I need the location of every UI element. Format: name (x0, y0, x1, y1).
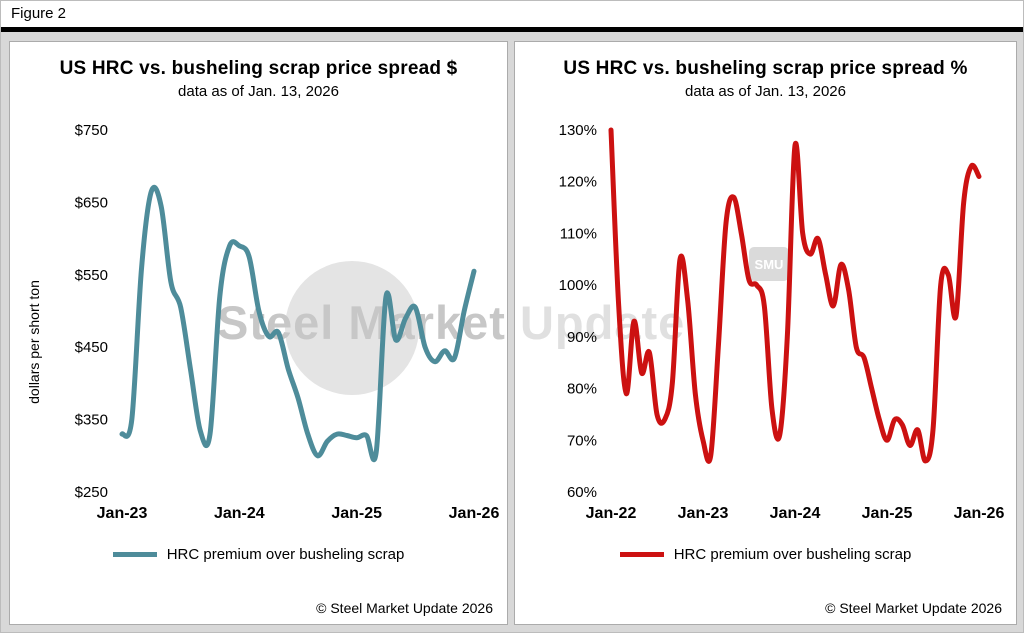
svg-text:$650: $650 (74, 194, 107, 211)
svg-text:70%: 70% (566, 432, 596, 449)
dollar-chart-copyright: © Steel Market Update 2026 (316, 600, 493, 616)
percent-chart-copyright: © Steel Market Update 2026 (825, 600, 1002, 616)
dollar-chart-canvas: $750 $650 $550 $450 $350 $250 Jan-23 Jan-24 Jan-… (74, 122, 499, 522)
svg-text:90%: 90% (566, 329, 596, 346)
legend-label: HRC premium over busheling scrap (673, 546, 912, 563)
svg-text:$750: $750 (74, 122, 107, 139)
svg-text:Jan-26: Jan-26 (448, 505, 499, 522)
percent-spread-panel: US HRC vs. busheling scrap price spread … (514, 41, 1017, 625)
svg-text:Jan-22: Jan-22 (585, 505, 636, 522)
svg-text:$550: $550 (74, 267, 107, 284)
svg-text:120%: 120% (558, 174, 596, 191)
percent-chart-canvas: 130% 120% 110% 100% 90% 80% 70% 60% Jan-22 Jan-23… (558, 122, 1004, 522)
percent-chart-legend: HRC premium over busheling scrap (515, 546, 1016, 563)
figure-header-bar: Figure 2 (1, 1, 1023, 27)
svg-text:Jan-26: Jan-26 (953, 505, 1004, 522)
svg-text:130%: 130% (558, 122, 596, 139)
figure-label: Figure 2 (11, 5, 67, 22)
legend-line-swatch (619, 552, 664, 557)
legend-line-swatch (112, 552, 157, 557)
svg-text:Jan-25: Jan-25 (861, 505, 912, 522)
dollar-chart-title: US HRC vs. busheling scrap price spread … (59, 58, 458, 79)
percent-chart-title: US HRC vs. busheling scrap price spread … (563, 58, 968, 79)
svg-text:$250: $250 (74, 484, 107, 501)
svg-text:Jan-23: Jan-23 (677, 505, 728, 522)
svg-text:80%: 80% (566, 381, 596, 398)
svg-text:$350: $350 (74, 412, 107, 429)
svg-text:Jan-24: Jan-24 (769, 505, 820, 522)
dollar-chart-subtitle: data as of Jan. 13, 2026 (178, 83, 339, 100)
svg-text:Jan-25: Jan-25 (331, 505, 382, 522)
percent-chart-subtitle: data as of Jan. 13, 2026 (685, 83, 846, 100)
dollar-chart-legend: HRC premium over busheling scrap (10, 546, 507, 563)
dollar-spread-panel: US HRC vs. busheling scrap price spread … (9, 41, 508, 625)
svg-text:110%: 110% (559, 225, 596, 242)
header-rule (1, 27, 1023, 32)
svg-text:60%: 60% (566, 484, 596, 501)
svg-text:Jan-24: Jan-24 (213, 505, 264, 522)
svg-text:Jan-23: Jan-23 (96, 505, 147, 522)
svg-text:$450: $450 (74, 339, 107, 356)
svg-text:100%: 100% (558, 277, 596, 294)
legend-label: HRC premium over busheling scrap (166, 546, 405, 563)
